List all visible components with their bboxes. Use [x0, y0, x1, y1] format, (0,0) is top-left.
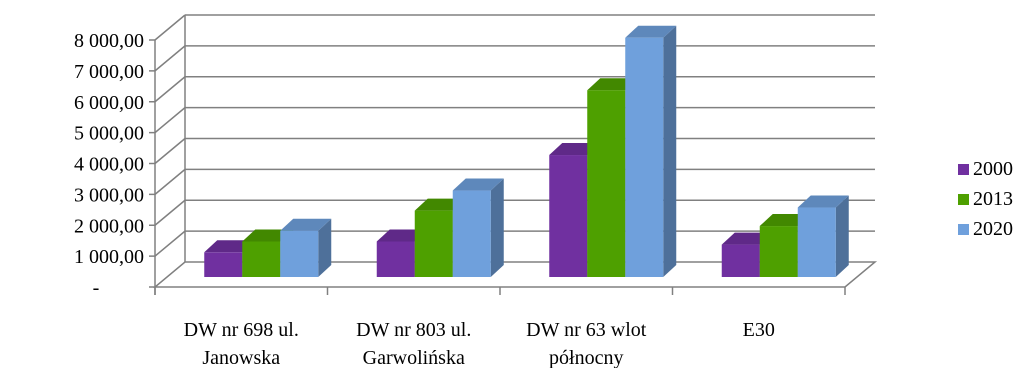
gridline-depth	[154, 137, 186, 165]
bar-front	[759, 226, 798, 277]
bar-front	[797, 207, 836, 277]
gridline-depth	[154, 199, 186, 226]
bar-top	[797, 195, 849, 208]
legend: 2000 2013 2020	[958, 158, 1013, 240]
bar-top	[280, 218, 332, 231]
bar-side	[835, 195, 849, 277]
y-tick-label: 4 000,00	[74, 154, 144, 176]
x-axis-labels: DW nr 698 ul. Janowska DW nr 803 ul. Garwol…	[184, 319, 775, 368]
y-tick-label: 8 000,00	[74, 30, 144, 52]
legend-swatch	[958, 224, 969, 235]
x-category-label: DW nr 63 wlot	[526, 319, 647, 341]
bar-front	[452, 190, 491, 277]
bar	[280, 218, 332, 277]
gridline-depth	[154, 45, 186, 72]
bar-front	[414, 210, 453, 277]
y-axis-ticks: - 1 000,00 2 000,00 3 000,00 4 000,00 5 000,0…	[74, 30, 144, 299]
x-category-label: Janowska	[202, 347, 280, 368]
bar	[625, 25, 677, 277]
legend-swatch	[958, 194, 969, 205]
legend-label: 2013	[973, 188, 1013, 210]
gridline-depth	[154, 230, 186, 257]
bar-top	[625, 25, 677, 38]
y-tick-label: 1 000,00	[74, 246, 144, 268]
chart-floor	[152, 261, 878, 288]
bar-front	[242, 241, 281, 277]
gridline-depth	[154, 14, 186, 41]
y-tick-label: 7 000,00	[74, 61, 144, 83]
bar-front	[625, 37, 664, 277]
x-category-label: Garwolińska	[363, 347, 465, 368]
bar-front	[280, 230, 319, 277]
bar-front	[549, 155, 588, 277]
legend-label: 2020	[973, 218, 1013, 240]
y-tick-label: 3 000,00	[74, 184, 144, 206]
bar-front	[587, 90, 626, 277]
bar-side	[663, 25, 677, 277]
gridline-depth	[154, 107, 186, 134]
bar-side	[490, 178, 504, 277]
bar-top	[452, 178, 504, 191]
y-tick-label: 2 000,00	[74, 215, 144, 237]
legend-swatch	[958, 164, 969, 175]
bar-front	[376, 241, 415, 277]
bar-front	[204, 252, 243, 277]
bar-side	[318, 218, 332, 277]
y-tick-label: -	[93, 277, 100, 299]
x-category-label: DW nr 698 ul.	[184, 319, 299, 341]
bar	[797, 195, 849, 277]
gridline-depth	[154, 168, 186, 195]
bar-front	[721, 244, 760, 277]
legend-label: 2000	[973, 158, 1013, 180]
bar	[452, 178, 504, 277]
y-tick-label: 5 000,00	[74, 123, 144, 145]
y-tick-label: 6 000,00	[74, 92, 144, 114]
x-category-label: E30	[743, 319, 775, 341]
gridline-depth	[154, 76, 186, 103]
x-category-label: DW nr 803 ul.	[356, 319, 471, 341]
x-category-label: północny	[549, 347, 623, 368]
bars	[204, 25, 849, 277]
